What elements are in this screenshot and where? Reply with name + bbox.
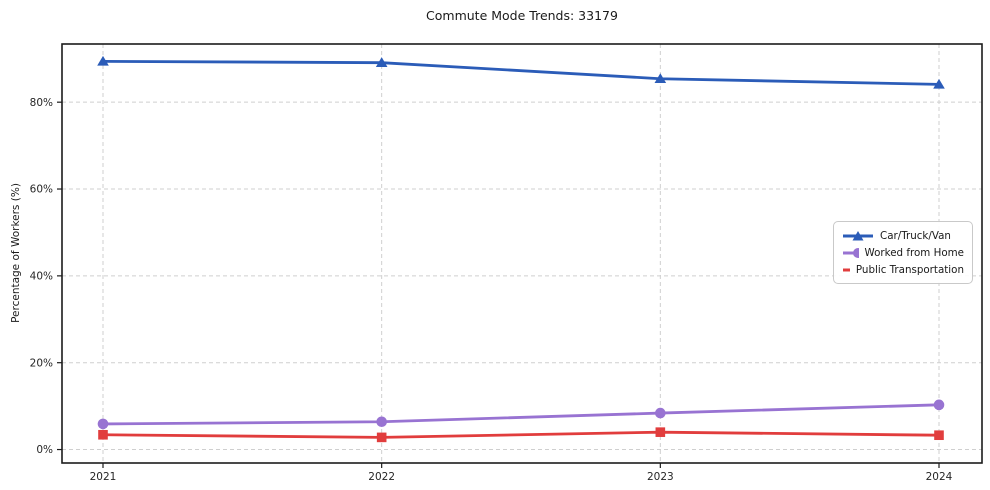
- data-point-worked-from-home: [933, 399, 945, 411]
- data-point-public-transportation: [934, 430, 944, 441]
- data-point-car-truck-van: [375, 57, 388, 67]
- x-tick-label: 2022: [368, 471, 395, 483]
- data-point-car-truck-van: [97, 55, 109, 66]
- data-point-worked-from-home: [97, 418, 109, 430]
- legend: Car/Truck/Van Worked from Home Public Tran…: [833, 221, 973, 284]
- data-point-car-truck-van: [933, 78, 945, 89]
- circle-marker-sample-icon: [843, 247, 859, 258]
- legend-label: Worked from Home: [864, 246, 965, 259]
- y-tick-label: 20%: [30, 357, 53, 369]
- axes-frame: [61, 43, 983, 464]
- legend-label: Car/Truck/Van: [880, 229, 951, 242]
- x-tick-label: 2021: [90, 471, 117, 483]
- y-tick-label: 40%: [30, 270, 53, 282]
- y-tick-label: 80%: [30, 97, 53, 109]
- x-tick-label: 2023: [647, 471, 674, 483]
- series-line-public-transportation: [101, 430, 941, 439]
- square-marker-sample-icon: [843, 268, 850, 271]
- legend-item-car-truck-van: Car/Truck/Van: [842, 228, 964, 243]
- data-point-worked-from-home: [655, 407, 666, 419]
- data-point-car-truck-van: [654, 73, 667, 84]
- y-tick-label: 60%: [30, 184, 53, 196]
- triangle-marker-sample-icon: [843, 230, 873, 240]
- data-point-worked-from-home: [376, 416, 387, 428]
- data-point-public-transportation: [655, 427, 666, 437]
- y-tick-label: 0%: [36, 444, 53, 456]
- legend-item-public-transportation: Public Transportation: [842, 262, 964, 277]
- legend-label: Public Transportation: [855, 263, 964, 276]
- legend-item-worked-from-home: Worked from Home: [842, 245, 964, 260]
- series-line-car-truck-van: [101, 59, 941, 86]
- data-point-public-transportation: [98, 429, 108, 440]
- x-tick-label: 2024: [926, 471, 953, 483]
- data-point-public-transportation: [376, 432, 387, 443]
- series-line-worked-from-home: [101, 403, 941, 426]
- chart-title: Commute Mode Trends: 33179: [426, 8, 618, 23]
